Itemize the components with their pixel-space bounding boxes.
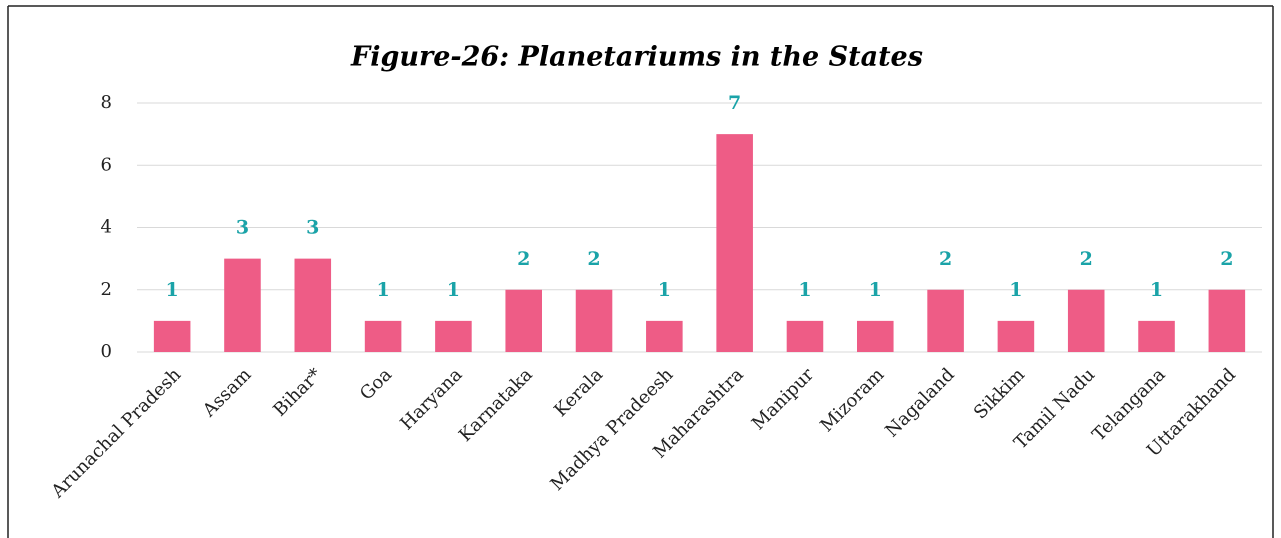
chart-title: Figure-26: Planetariums in the States (350, 42, 923, 73)
x-tick-label: Goa (356, 364, 396, 404)
value-label: 2 (587, 248, 600, 270)
value-label: 2 (1080, 248, 1093, 270)
bar (1138, 320, 1175, 352)
bar (435, 320, 472, 352)
x-tick-label: Madhya Pradeesh (547, 364, 678, 495)
bar (364, 320, 402, 352)
value-label: 3 (306, 217, 319, 239)
x-tick-label: Kerala (550, 364, 607, 421)
x-tick-label: Nagaland (881, 364, 958, 441)
bar (294, 258, 332, 352)
bar (857, 320, 894, 352)
value-label: 7 (728, 92, 741, 114)
value-label: 1 (658, 279, 671, 301)
x-tick-label: Assam (198, 364, 255, 421)
x-tick-label: Bihar* (269, 364, 326, 421)
value-label: 2 (517, 248, 530, 270)
value-label: 3 (236, 217, 249, 239)
x-tick-label: Arunachal Pradesh (47, 364, 186, 503)
value-label: 1 (166, 279, 179, 301)
bar (224, 258, 261, 352)
value-label: 1 (376, 279, 389, 301)
x-tick-label: Manipur (748, 364, 818, 434)
bar (505, 289, 542, 352)
y-tick-label: 2 (101, 279, 112, 300)
value-label: 2 (939, 248, 952, 270)
bar (153, 320, 191, 352)
x-tick-label: Haryana (396, 364, 466, 434)
bar (927, 289, 964, 352)
value-label: 1 (447, 279, 460, 301)
value-label: 1 (1150, 279, 1163, 301)
value-label: 2 (1220, 248, 1233, 270)
bar (716, 134, 753, 352)
bar (1208, 289, 1246, 352)
bar (646, 320, 683, 352)
y-tick-label: 4 (101, 217, 112, 238)
x-tick-label: Karnataka (455, 364, 537, 446)
bar (997, 320, 1035, 352)
bar (786, 320, 824, 352)
x-tick-label: Sikkim (970, 364, 1029, 423)
value-label: 1 (798, 279, 811, 301)
value-label: 1 (869, 279, 882, 301)
y-tick-label: 0 (101, 341, 112, 362)
bar (575, 289, 613, 352)
y-tick-label: 8 (101, 92, 112, 113)
x-tick-label: Mizoram (816, 364, 888, 436)
value-label: 1 (1009, 279, 1022, 301)
y-tick-label: 6 (101, 154, 112, 175)
bar (1067, 289, 1105, 352)
